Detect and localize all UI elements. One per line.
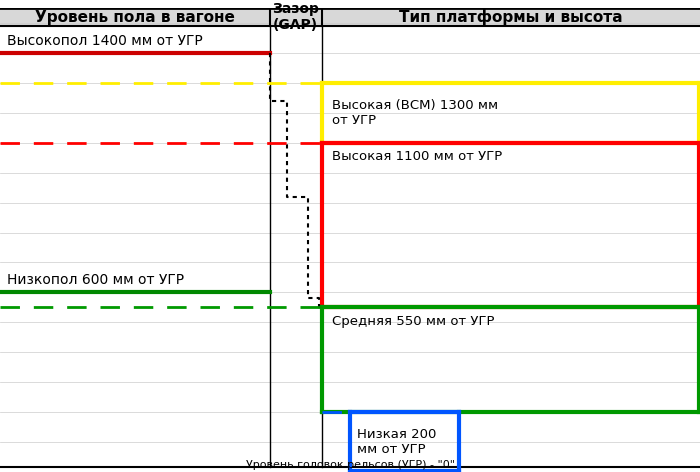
Text: Тип платформы и высота: Тип платформы и высота	[399, 9, 623, 25]
Text: Средняя 550 мм от УГР: Средняя 550 мм от УГР	[332, 315, 495, 328]
Text: Зазор
(GAP): Зазор (GAP)	[272, 2, 319, 32]
Text: Низкопол 600 мм от УГР: Низкопол 600 мм от УГР	[7, 273, 184, 287]
Text: Высокопол 1400 мм от УГР: Высокопол 1400 мм от УГР	[7, 34, 203, 48]
Text: Уровень головок рельсов (УГР) - "0": Уровень головок рельсов (УГР) - "0"	[246, 460, 454, 470]
Text: Низкая 200
мм от УГР: Низкая 200 мм от УГР	[357, 428, 436, 456]
Bar	[0, 8, 700, 26]
Text: Высокая 1100 мм от УГР: Высокая 1100 мм от УГР	[332, 150, 503, 163]
Text: Уровень пола в вагоне: Уровень пола в вагоне	[35, 9, 235, 25]
Text: Высокая (ВСМ) 1300 мм
от УГР: Высокая (ВСМ) 1300 мм от УГР	[332, 99, 498, 127]
